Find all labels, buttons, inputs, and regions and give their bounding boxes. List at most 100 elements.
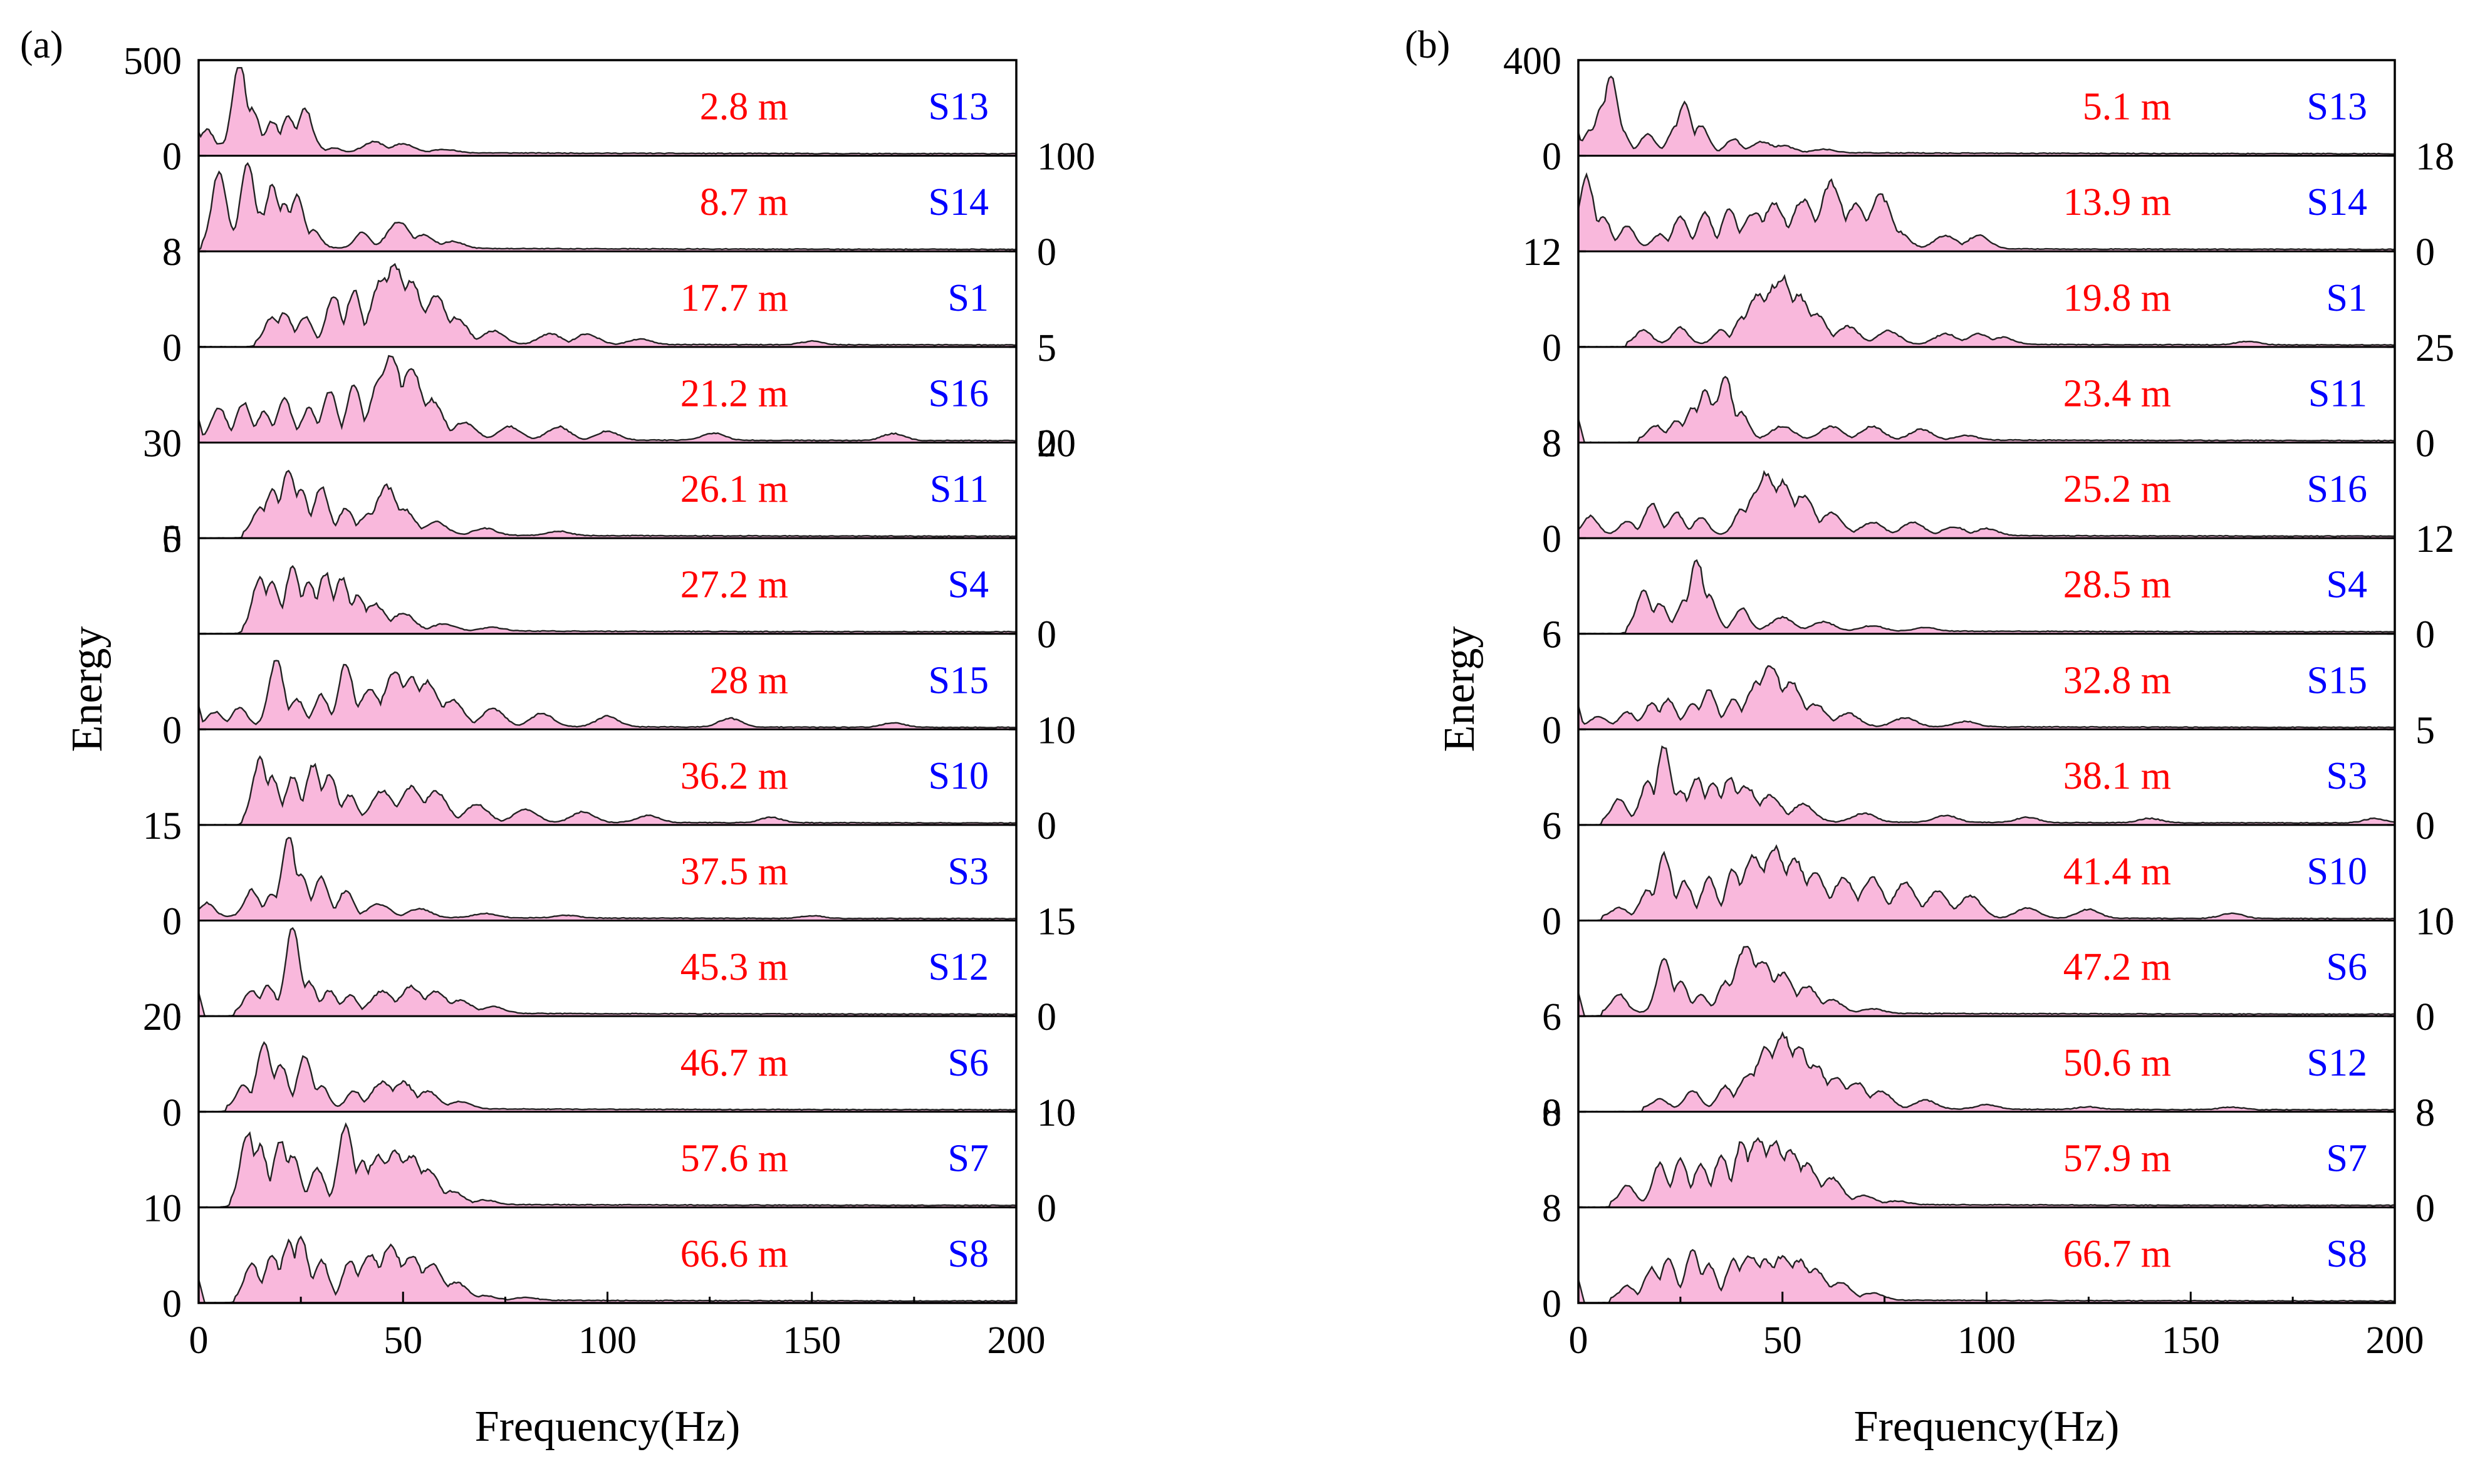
- distance-label: 32.8 m: [2063, 659, 2171, 702]
- distance-label: 36.2 m: [680, 755, 788, 797]
- distance-label: 66.6 m: [680, 1233, 788, 1275]
- spectrum-area-s11: [1577, 375, 2396, 444]
- left-tick-label: 15: [143, 805, 182, 848]
- distance-label: 17.7 m: [680, 277, 788, 319]
- spectrum-area-s1: [1577, 274, 2396, 348]
- x-tick-label: 100: [578, 1319, 637, 1362]
- sensor-label: S6: [948, 1042, 989, 1084]
- sensor-label: S12: [929, 946, 989, 988]
- right-tick-label: 0: [1037, 614, 1056, 656]
- right-tick-label: 0: [1037, 422, 1056, 465]
- right-tick-label: 5: [2415, 709, 2435, 752]
- left-tick-label: 12: [1523, 231, 1561, 274]
- left-tick-label: 8: [1542, 422, 1561, 465]
- spectrum-area-s15: [197, 660, 1018, 730]
- left-tick-label: 6: [1542, 805, 1561, 848]
- sensor-label: S8: [948, 1233, 989, 1275]
- right-tick-label: 0: [1037, 1187, 1056, 1230]
- distance-label: 38.1 m: [2063, 755, 2171, 797]
- sensor-label: S12: [2307, 1042, 2367, 1084]
- spectrum-area-s7: [1577, 1137, 2396, 1208]
- y-axis-title: Energy: [1436, 626, 1484, 752]
- right-tick-label: 12: [2415, 518, 2454, 561]
- left-tick-label: 0: [162, 901, 182, 943]
- distance-label: 13.9 m: [2063, 181, 2171, 224]
- spectrum-area-s14: [1577, 172, 2396, 252]
- left-tick-label: 0: [1542, 327, 1561, 370]
- right-tick-label: 5: [1037, 327, 1056, 370]
- distance-label: 28.5 m: [2063, 564, 2171, 606]
- sensor-label: S3: [948, 851, 989, 893]
- left-tick-label: 0: [1542, 1283, 1561, 1326]
- right-tick-label: 12: [2415, 518, 2454, 561]
- right-tick-label: 8: [2415, 1092, 2435, 1134]
- distance-label: 57.9 m: [2063, 1137, 2171, 1180]
- right-tick-label: 10: [1037, 1092, 1076, 1134]
- distance-label: 45.3 m: [680, 946, 788, 988]
- distance-label: 19.8 m: [2063, 277, 2171, 319]
- left-tick-label: 0: [1542, 136, 1561, 179]
- sensor-label: S11: [2308, 372, 2367, 415]
- right-tick-label: 0: [2415, 231, 2435, 274]
- x-tick-label: 200: [987, 1319, 1046, 1362]
- spectrum-area-s12: [197, 927, 1018, 1017]
- x-tick-label: 150: [783, 1319, 841, 1362]
- spectrum-area-s13: [1577, 75, 2396, 157]
- left-tick-label: 6: [1542, 614, 1561, 656]
- spectrum-area-s16: [197, 355, 1018, 444]
- right-tick-label: 18: [2415, 136, 2454, 179]
- left-tick-label: 0: [162, 136, 182, 179]
- left-tick-label: 5: [162, 518, 182, 561]
- sensor-label: S1: [948, 277, 989, 319]
- sensor-label: S7: [948, 1137, 989, 1180]
- sensor-label: S16: [2307, 468, 2367, 511]
- left-tick-label: 15: [143, 805, 182, 848]
- spectrum-area-s1: [198, 262, 1018, 348]
- spectrum-area-s8: [197, 1235, 1018, 1304]
- left-tick-label: 20: [143, 996, 182, 1039]
- right-tick-label: 20: [1037, 422, 1076, 465]
- right-tick-label: 10: [2415, 901, 2454, 943]
- x-tick-label: 0: [1569, 1319, 1588, 1362]
- distance-label: 46.7 m: [680, 1042, 788, 1084]
- spectrum-area-s6: [1577, 945, 2396, 1017]
- sensor-label: S16: [929, 372, 989, 415]
- spectrum-area-s4: [199, 564, 1018, 635]
- x-tick-label: 50: [383, 1319, 422, 1362]
- right-tick-label: 10: [1037, 1092, 1076, 1134]
- right-tick-label: 0: [2415, 614, 2435, 656]
- spectrum-area-s7: [199, 1122, 1018, 1208]
- left-tick-label: 0: [1542, 901, 1561, 943]
- panel-letter: (a): [20, 24, 63, 66]
- spectrum-area-s3: [197, 837, 1018, 921]
- right-tick-label: 0: [1037, 231, 1056, 274]
- spectrum-area-s10: [1577, 844, 2396, 921]
- sensor-label: S8: [2326, 1233, 2367, 1275]
- x-tick-label: 200: [2366, 1319, 2424, 1362]
- distance-label: 41.4 m: [2063, 851, 2171, 893]
- right-tick-label: 25: [2415, 327, 2454, 370]
- sensor-label: S11: [930, 468, 989, 511]
- sensor-label: S14: [929, 181, 989, 224]
- spectrum-area-s11: [198, 469, 1018, 539]
- spectrum-area-s4: [1577, 559, 2396, 635]
- distance-label: 26.1 m: [680, 468, 788, 511]
- right-tick-label: 0: [2415, 1187, 2435, 1230]
- distance-label: 27.2 m: [680, 564, 788, 606]
- left-tick-label: 0: [162, 709, 182, 752]
- distance-label: 2.8 m: [700, 86, 788, 128]
- sensor-label: S1: [2326, 277, 2367, 319]
- right-tick-label: 10: [2415, 901, 2454, 943]
- x-tick-label: 100: [1957, 1319, 2016, 1362]
- left-tick-label: 8: [162, 231, 182, 274]
- sensor-label: S3: [2326, 755, 2367, 797]
- spectrum-area-s15: [1577, 665, 2396, 730]
- sensor-label: S4: [948, 564, 989, 606]
- right-tick-label: 0: [2415, 805, 2435, 848]
- distance-label: 21.2 m: [680, 372, 788, 415]
- left-tick-label: 0: [1542, 518, 1561, 561]
- right-tick-label: 100: [1037, 136, 1095, 179]
- left-tick-label: 500: [123, 40, 182, 83]
